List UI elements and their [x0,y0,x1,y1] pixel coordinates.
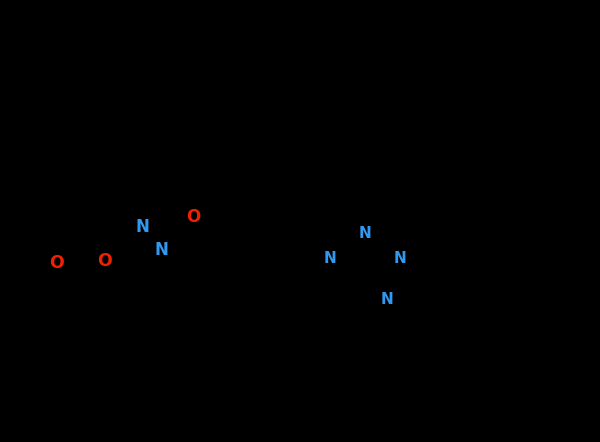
Text: O: O [49,254,64,272]
Text: N: N [135,218,149,236]
Text: N: N [155,241,169,259]
Text: O: O [97,252,112,270]
Text: N: N [394,251,407,266]
Text: N: N [380,293,393,308]
Text: O: O [186,207,200,225]
Text: N: N [359,225,371,240]
Text: N: N [323,251,336,266]
